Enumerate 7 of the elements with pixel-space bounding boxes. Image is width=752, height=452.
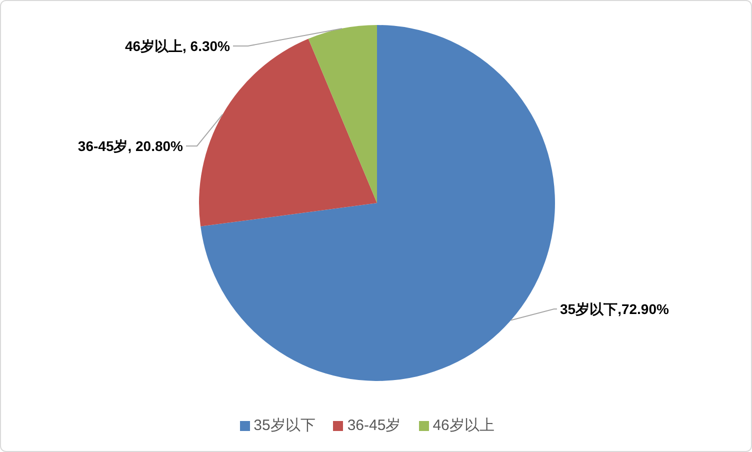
- data-label: 36-45岁, 20.80%: [78, 138, 184, 154]
- legend-label: 36-45岁: [347, 417, 401, 434]
- legend-label: 46岁以上: [432, 417, 494, 434]
- data-label: 35岁以下,72.90%: [560, 301, 670, 317]
- pie-slice: [308, 25, 377, 203]
- legend-label: 35岁以下: [254, 417, 316, 434]
- data-label: 46岁以上, 6.30%: [124, 38, 231, 54]
